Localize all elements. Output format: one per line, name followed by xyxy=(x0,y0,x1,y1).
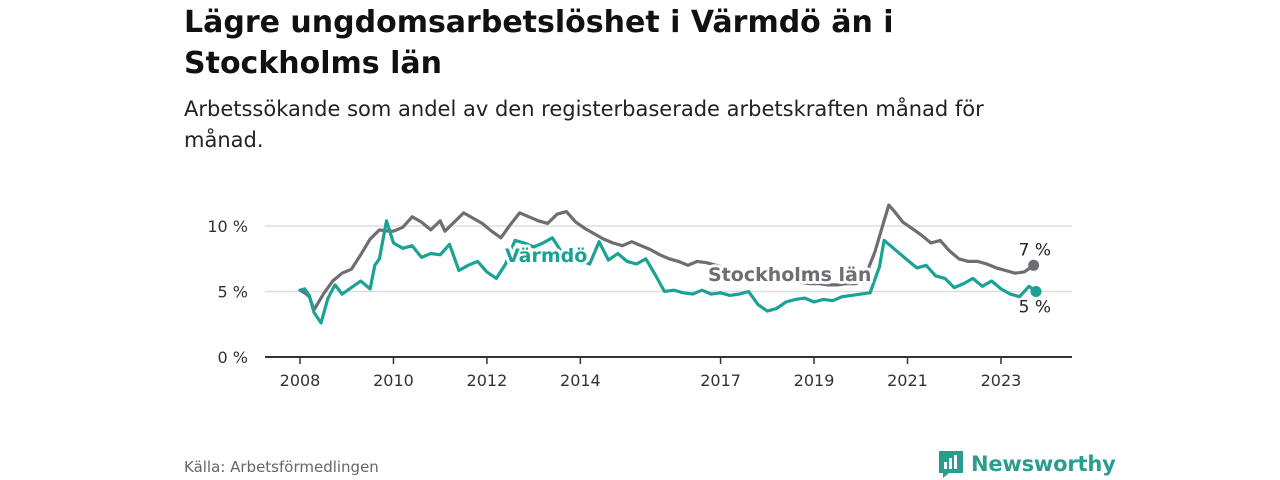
series-line-stockholm xyxy=(298,203,1036,312)
label-layer: 7 % 5 % Stockholms län Värmdö xyxy=(502,240,1051,318)
chart-title: Lägre ungdomsarbetslöshet i Värmdö än i … xyxy=(184,5,894,81)
series-end-point-stockholm xyxy=(1028,259,1040,271)
x-tick-label: 2017 xyxy=(700,371,741,390)
brand-logo[interactable]: Newsworthy xyxy=(937,449,1116,479)
series-end-label-stockholm: 7 % xyxy=(1019,240,1051,260)
x-axis: 2008 2010 2012 2014 2017 2019 2021 2023 xyxy=(265,356,1072,390)
series-layer xyxy=(298,203,1042,325)
series-end-label-varmdo: 5 % xyxy=(1019,298,1051,318)
grid-layer: 0 % 5 % 10 % xyxy=(207,217,1072,367)
newsworthy-icon xyxy=(939,451,963,478)
chart-subtitle: Arbetssökande som andel av den registerb… xyxy=(184,97,984,152)
source-note: Källa: Arbetsförmedlingen xyxy=(184,458,379,476)
series-line-varmdo xyxy=(298,219,1038,325)
series-label-varmdo: Värmdö xyxy=(505,245,587,267)
x-tick-label: 2012 xyxy=(467,371,508,390)
y-tick-label: 5 % xyxy=(218,283,248,302)
y-tick-label: 0 % xyxy=(218,348,248,367)
x-tick-label: 2021 xyxy=(887,371,928,390)
x-tick-label: 2008 xyxy=(280,371,321,390)
brand-name: Newsworthy xyxy=(971,452,1116,476)
x-tick-label: 2019 xyxy=(794,371,835,390)
y-tick-label: 10 % xyxy=(207,217,248,236)
series-end-point-varmdo xyxy=(1030,286,1042,297)
x-tick-label: 2023 xyxy=(981,371,1022,390)
x-tick-label: 2010 xyxy=(373,371,414,390)
series-label-stockholm: Stockholms län xyxy=(708,264,871,286)
line-chart: 0 %5 %10 % 2008 2010 2012 2014 2017 2019 2021 2… xyxy=(207,203,1072,390)
x-tick-label: 2014 xyxy=(560,371,601,390)
